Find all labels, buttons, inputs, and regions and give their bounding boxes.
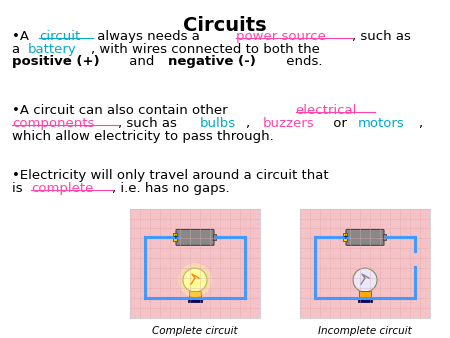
Text: electrical: electrical [296,104,357,117]
Text: bulbs: bulbs [200,117,236,130]
Text: •A: •A [12,30,33,43]
FancyBboxPatch shape [130,209,260,318]
Text: or: or [329,117,351,130]
Text: •Electricity will only travel around a circuit that: •Electricity will only travel around a c… [12,169,328,182]
Bar [188,297,202,302]
Text: circuit: circuit [40,30,81,43]
Bar [173,234,177,241]
Bar [343,234,347,241]
Bar [189,291,201,298]
Text: , such as: , such as [118,117,181,130]
Text: always needs a: always needs a [93,30,204,43]
Text: , such as: , such as [352,30,411,43]
Text: ,: , [246,117,259,130]
Text: which allow electricity to pass through.: which allow electricity to pass through. [12,130,274,143]
Text: negative (-): negative (-) [168,55,256,68]
Text: positive (+): positive (+) [12,55,99,68]
Bar [383,234,386,240]
Bar [213,234,216,240]
Text: complete: complete [31,182,94,195]
Bar [358,297,372,302]
Text: +: + [342,234,348,240]
Text: battery: battery [28,43,76,55]
Text: is: is [12,182,27,195]
FancyBboxPatch shape [176,230,214,245]
Bar [359,291,371,298]
Text: Incomplete circuit: Incomplete circuit [318,326,412,336]
Text: buzzers: buzzers [263,117,314,130]
FancyBboxPatch shape [346,230,384,245]
Text: a: a [12,43,24,55]
Text: power source: power source [236,30,326,43]
Text: Circuits: Circuits [183,16,267,35]
Text: motors: motors [358,117,405,130]
Text: +: + [172,234,178,240]
Text: and: and [125,55,159,68]
Text: •A circuit can also contain other: •A circuit can also contain other [12,104,232,117]
Text: components: components [12,117,94,130]
Text: Complete circuit: Complete circuit [152,326,238,336]
Circle shape [353,268,377,292]
FancyBboxPatch shape [300,209,430,318]
Circle shape [178,263,212,297]
Text: , i.e. has no gaps.: , i.e. has no gaps. [112,182,230,195]
Text: ,: , [418,117,422,130]
Text: ends.: ends. [282,55,322,68]
Circle shape [183,268,207,292]
Text: , with wires connected to both the: , with wires connected to both the [91,43,320,55]
